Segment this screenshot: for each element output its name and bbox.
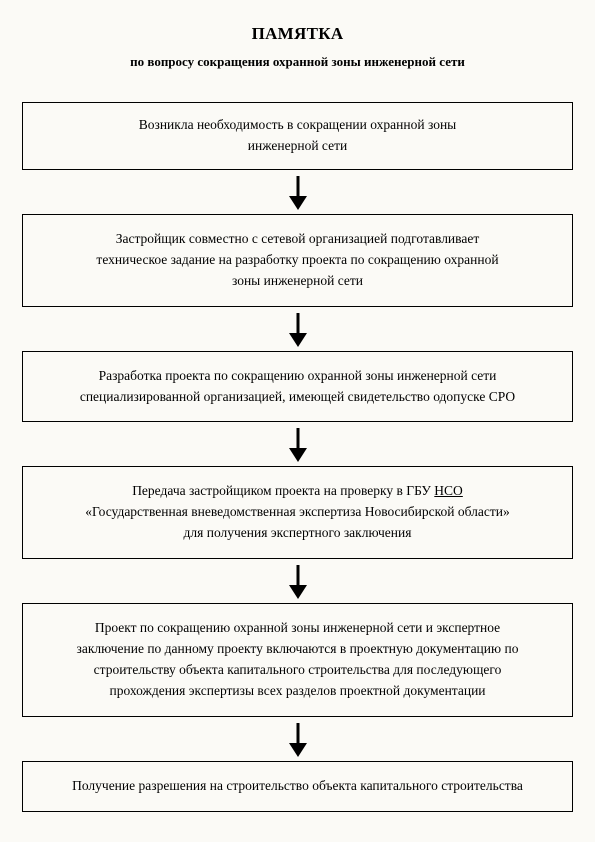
node-text-line: Возникла необходимость в сокращении охра… (47, 115, 548, 136)
node-text-line: Проект по сокращению охранной зоны инжен… (41, 618, 554, 639)
arrow-down-icon (286, 176, 310, 210)
arrow-down-icon (286, 565, 310, 599)
flow-arrow (286, 717, 310, 761)
node-text-line: Передача застройщиком проекта на проверк… (41, 481, 554, 502)
doc-subtitle: по вопросу сокращения охранной зоны инже… (22, 54, 573, 70)
node-text-line: специализированной организацией, имеющей… (41, 387, 554, 408)
node-text-underline: НСО (434, 483, 463, 498)
node-text-line: Разработка проекта по сокращению охранно… (41, 366, 554, 387)
arrow-down-icon (286, 313, 310, 347)
node-text-span: Передача застройщиком проекта на проверк… (132, 483, 434, 498)
doc-title: ПАМЯТКА (22, 24, 573, 44)
node-text-line: для получения экспертного заключения (41, 523, 554, 544)
node-text-line: техническое задание на разработку проект… (41, 250, 554, 271)
flow-node-1: Возникла необходимость в сокращении охра… (22, 102, 573, 170)
node-text-line: инженерной сети (47, 136, 548, 157)
node-text-line: прохождения экспертизы всех разделов про… (41, 681, 554, 702)
node-text-line: Получение разрешения на строительство об… (41, 776, 554, 797)
node-text-line: «Государственная вневедомственная экспер… (41, 502, 554, 523)
flow-node-3: Разработка проекта по сокращению охранно… (22, 351, 573, 423)
flow-node-4: Передача застройщиком проекта на проверк… (22, 466, 573, 559)
page: ПАМЯТКА по вопросу сокращения охранной з… (0, 0, 595, 842)
flow-arrow (286, 559, 310, 603)
flow-node-6: Получение разрешения на строительство об… (22, 761, 573, 812)
flow-arrow (286, 170, 310, 214)
node-text-line: Застройщик совместно с сетевой организац… (41, 229, 554, 250)
arrow-down-icon (286, 428, 310, 462)
node-text-line: зоны инженерной сети (41, 271, 554, 292)
node-text-line: строительству объекта капитального строи… (41, 660, 554, 681)
flow-arrow (286, 422, 310, 466)
flow-node-5: Проект по сокращению охранной зоны инжен… (22, 603, 573, 717)
flowchart: Возникла необходимость в сокращении охра… (22, 102, 573, 812)
arrow-down-icon (286, 723, 310, 757)
flow-node-2: Застройщик совместно с сетевой организац… (22, 214, 573, 307)
node-text-line: заключение по данному проекту включаются… (41, 639, 554, 660)
flow-arrow (286, 307, 310, 351)
